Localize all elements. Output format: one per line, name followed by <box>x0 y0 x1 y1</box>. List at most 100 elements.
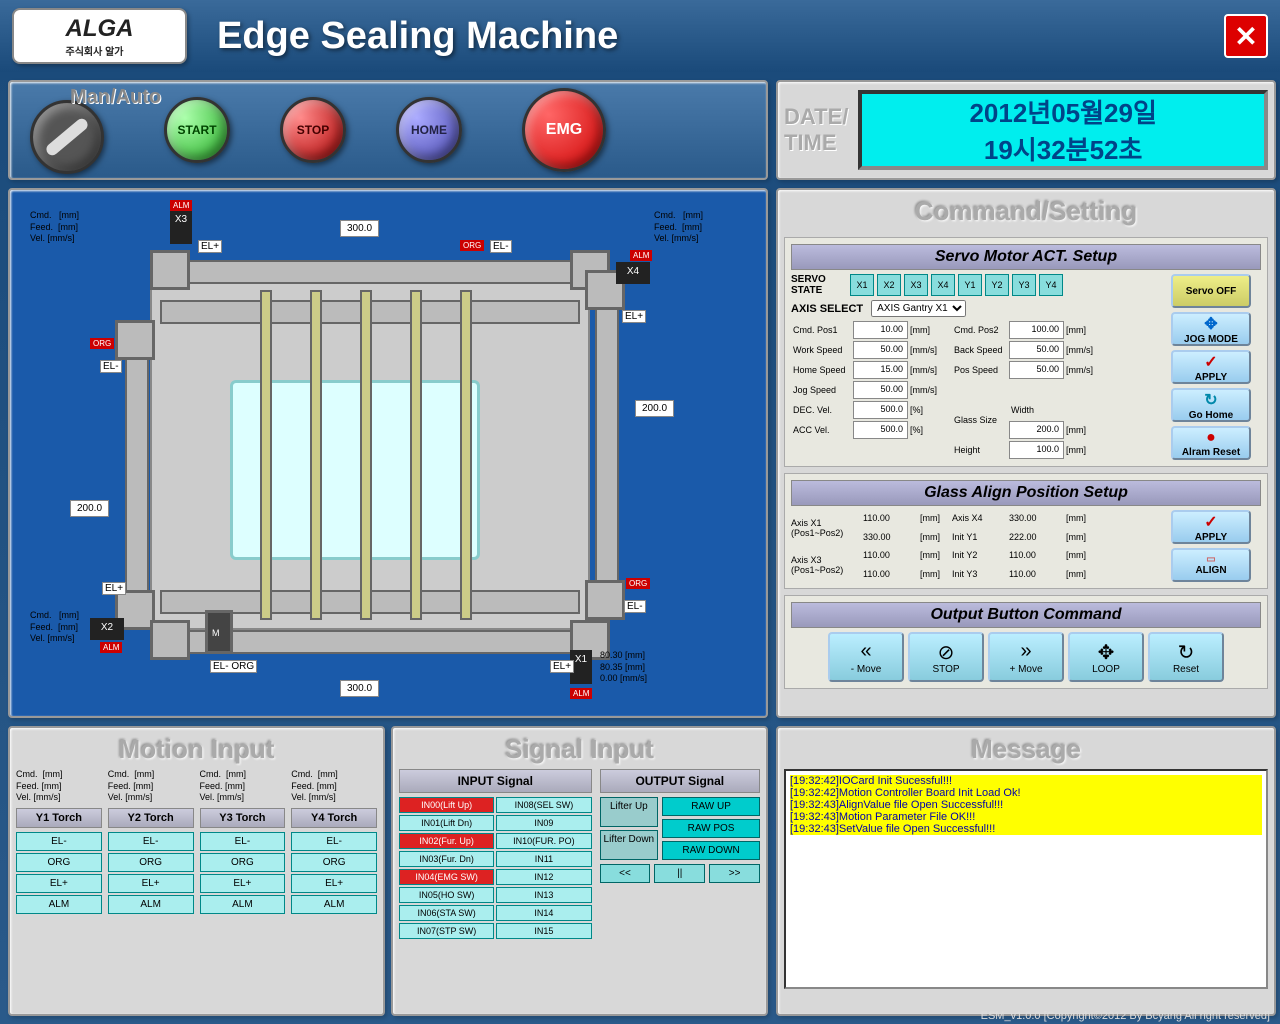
torch-label: Y3 Torch <box>200 808 286 828</box>
output-loop-button[interactable]: ✥LOOP <box>1068 632 1144 682</box>
servo-state-y1[interactable]: Y1 <box>958 274 982 296</box>
param-input[interactable]: 50.00 <box>1009 341 1064 359</box>
param-input[interactable]: 15.00 <box>853 361 908 379</box>
logo: ALGA주식회사 알가 <box>12 8 187 64</box>
input-signal-cell[interactable]: IN15 <box>496 923 591 939</box>
motion-title: Motion Input <box>16 734 377 765</box>
lifter-button[interactable]: Lifter Up <box>600 797 659 827</box>
datetime-panel: DATE/TIME 2012년05월29일 19시32분52초 <box>776 80 1276 180</box>
output-signal-title: OUTPUT Signal <box>600 769 760 793</box>
motion-alm-indicator[interactable]: ALM <box>291 895 377 914</box>
motion-el--indicator[interactable]: EL- <box>291 832 377 851</box>
input-signal-cell[interactable]: IN13 <box>496 887 591 903</box>
nav-button[interactable]: << <box>600 864 651 883</box>
log-line: [19:32:43]Motion Parameter File OK!!! <box>790 811 1262 823</box>
output--move-button[interactable]: »+ Move <box>988 632 1064 682</box>
log-line: [19:32:43]SetValue file Open Successful!… <box>790 823 1262 835</box>
footer: ESM_v1.0.0 [Copyright©2012 By Bcyang All… <box>981 1010 1270 1022</box>
jog-mode-button[interactable]: ✥JOG MODE <box>1171 312 1251 346</box>
axis-x2: X2 <box>90 618 124 640</box>
torch-label: Y4 Torch <box>291 808 377 828</box>
input-signal-cell[interactable]: IN02(Fur. Up) <box>399 833 494 849</box>
apply-button[interactable]: ✓APPLY <box>1171 350 1251 384</box>
param-input[interactable]: 50.00 <box>853 381 908 399</box>
input-signal-cell[interactable]: IN12 <box>496 869 591 885</box>
datetime-label: DATE/TIME <box>784 104 848 157</box>
servo-off-button[interactable]: Servo OFF <box>1171 274 1251 308</box>
param-input[interactable]: 50.00 <box>1009 361 1064 379</box>
input-signal-cell[interactable]: IN05(HO SW) <box>399 887 494 903</box>
input-signal-cell[interactable]: IN14 <box>496 905 591 921</box>
axis-x4: X4 <box>616 262 650 284</box>
manauto-switch[interactable] <box>30 100 104 174</box>
input-signal-cell[interactable]: IN06(STA SW) <box>399 905 494 921</box>
lifter-button[interactable]: Lifter Down <box>600 830 659 860</box>
stop-button[interactable]: STOP <box>280 97 346 163</box>
servo-state-y2[interactable]: Y2 <box>985 274 1009 296</box>
app-title: Edge Sealing Machine <box>187 15 1224 58</box>
start-button[interactable]: START <box>164 97 230 163</box>
log-line: [19:32:43]AlignValue file Open Successfu… <box>790 799 1262 811</box>
glass-apply-button[interactable]: ✓APPLY <box>1171 510 1251 544</box>
motion-el--indicator[interactable]: EL- <box>16 832 102 851</box>
output-reset-button[interactable]: ↻Reset <box>1148 632 1224 682</box>
servo-title: Servo Motor ACT. Setup <box>791 244 1261 270</box>
motion-el+-indicator[interactable]: EL+ <box>200 874 286 893</box>
motion-org-indicator[interactable]: ORG <box>291 853 377 872</box>
input-signal-cell[interactable]: IN03(Fur. Dn) <box>399 851 494 867</box>
param-input[interactable]: 10.00 <box>853 321 908 339</box>
motion-alm-indicator[interactable]: ALM <box>108 895 194 914</box>
servo-state-y4[interactable]: Y4 <box>1039 274 1063 296</box>
motion-el+-indicator[interactable]: EL+ <box>16 874 102 893</box>
input-signal-cell[interactable]: IN09 <box>496 815 591 831</box>
torch-label: Y1 Torch <box>16 808 102 828</box>
output-cmd-title: Output Button Command <box>791 602 1261 628</box>
input-signal-cell[interactable]: IN04(EMG SW) <box>399 869 494 885</box>
close-button[interactable]: ✕ <box>1224 14 1268 58</box>
input-signal-cell[interactable]: IN10(FUR. PO) <box>496 833 591 849</box>
input-signal-cell[interactable]: IN00(Lift Up) <box>399 797 494 813</box>
nav-button[interactable]: >> <box>709 864 760 883</box>
cmdset-title: Command/Setting <box>784 196 1268 227</box>
control-panel: Man/Auto START STOP HOME EMG <box>8 80 768 180</box>
servo-state-x1[interactable]: X1 <box>850 274 874 296</box>
output--move-button[interactable]: «- Move <box>828 632 904 682</box>
axis-x3: X3 <box>170 210 192 244</box>
output-signal-button[interactable]: RAW POS <box>662 819 760 838</box>
motion-el+-indicator[interactable]: EL+ <box>291 874 377 893</box>
servo-state-x3[interactable]: X3 <box>904 274 928 296</box>
servo-state-y3[interactable]: Y3 <box>1012 274 1036 296</box>
input-signal-cell[interactable]: IN11 <box>496 851 591 867</box>
param-input[interactable]: 50.00 <box>853 341 908 359</box>
message-title: Message <box>784 734 1268 765</box>
motion-alm-indicator[interactable]: ALM <box>200 895 286 914</box>
servo-state-x2[interactable]: X2 <box>877 274 901 296</box>
log-line: [19:32:42]Motion Controller Board Init L… <box>790 787 1262 799</box>
alarm-reset-button[interactable]: ●Alram Reset <box>1171 426 1251 460</box>
servo-state-x4[interactable]: X4 <box>931 274 955 296</box>
emg-button[interactable]: EMG <box>522 88 606 172</box>
nav-button[interactable]: || <box>654 864 705 883</box>
axis-select[interactable]: AXIS Gantry X1 <box>871 300 966 317</box>
glass-align-button[interactable]: ▭ALIGN <box>1171 548 1251 582</box>
home-button[interactable]: HOME <box>396 97 462 163</box>
input-signal-title: INPUT Signal <box>399 769 592 793</box>
motion-org-indicator[interactable]: ORG <box>200 853 286 872</box>
param-input[interactable]: 100.00 <box>1009 321 1064 339</box>
input-signal-cell[interactable]: IN07(STP SW) <box>399 923 494 939</box>
motion-alm-indicator[interactable]: ALM <box>16 895 102 914</box>
output-signal-button[interactable]: RAW UP <box>662 797 760 816</box>
input-signal-cell[interactable]: IN08(SEL SW) <box>496 797 591 813</box>
motion-org-indicator[interactable]: ORG <box>16 853 102 872</box>
motion-el--indicator[interactable]: EL- <box>108 832 194 851</box>
gohome-button[interactable]: ↻Go Home <box>1171 388 1251 422</box>
output-signal-button[interactable]: RAW DOWN <box>662 841 760 860</box>
signal-title: Signal Input <box>399 734 760 765</box>
command-setting-panel: Command/Setting Servo Motor ACT. Setup S… <box>776 188 1276 718</box>
motion-el--indicator[interactable]: EL- <box>200 832 286 851</box>
input-signal-cell[interactable]: IN01(Lift Dn) <box>399 815 494 831</box>
glass-title: Glass Align Position Setup <box>791 480 1261 506</box>
motion-org-indicator[interactable]: ORG <box>108 853 194 872</box>
motion-el+-indicator[interactable]: EL+ <box>108 874 194 893</box>
output-stop-button[interactable]: ⊘STOP <box>908 632 984 682</box>
